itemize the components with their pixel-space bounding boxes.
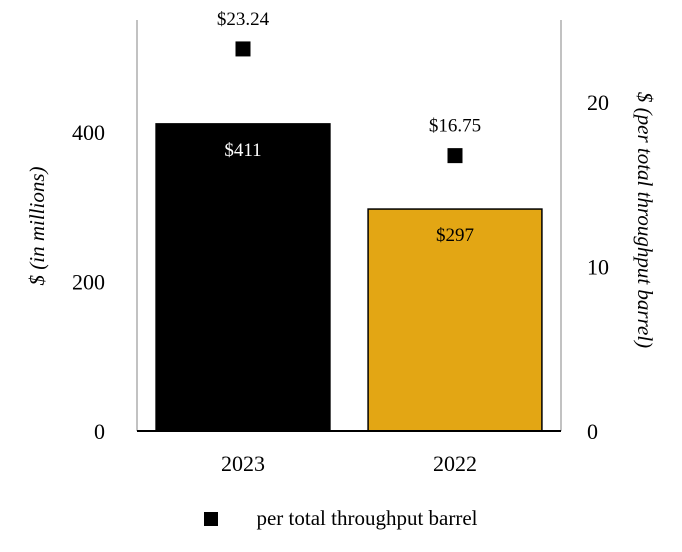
bar-2023 [155,123,331,432]
point-2023 [235,41,251,57]
bars-layer: $411 $297 [155,123,543,432]
legend-marker-square [204,511,219,526]
bar-label-2022: $297 [436,225,474,246]
legend: per total throughput barrel [0,506,682,531]
y-axis-title-right: $ (per total throughput barrel) [633,92,657,348]
point-label-2022: $16.75 [429,116,481,137]
axes-layer [136,20,562,432]
point-label-2023: $23.24 [217,9,270,30]
y-tick-right-0: 0 [587,419,598,444]
ticks-layer: 2023 2022 0 200 400 0 10 20 [72,90,609,476]
legend-label: per total throughput barrel [256,506,478,530]
x-tick-2023: 2023 [221,451,265,476]
bar-label-2023: $411 [224,140,261,161]
bar-2022 [367,208,543,432]
y-tick-left-400: 400 [72,120,105,145]
x-tick-2022: 2022 [433,451,477,476]
y-tick-left-200: 200 [72,270,105,295]
points-layer: $23.24 $16.75 [217,9,481,164]
y-tick-right-20: 20 [587,90,609,115]
point-2022 [447,148,463,164]
y-tick-right-10: 10 [587,255,609,280]
y-tick-left-0: 0 [94,419,105,444]
y-axis-title-left: $ (in millions) [25,166,49,285]
